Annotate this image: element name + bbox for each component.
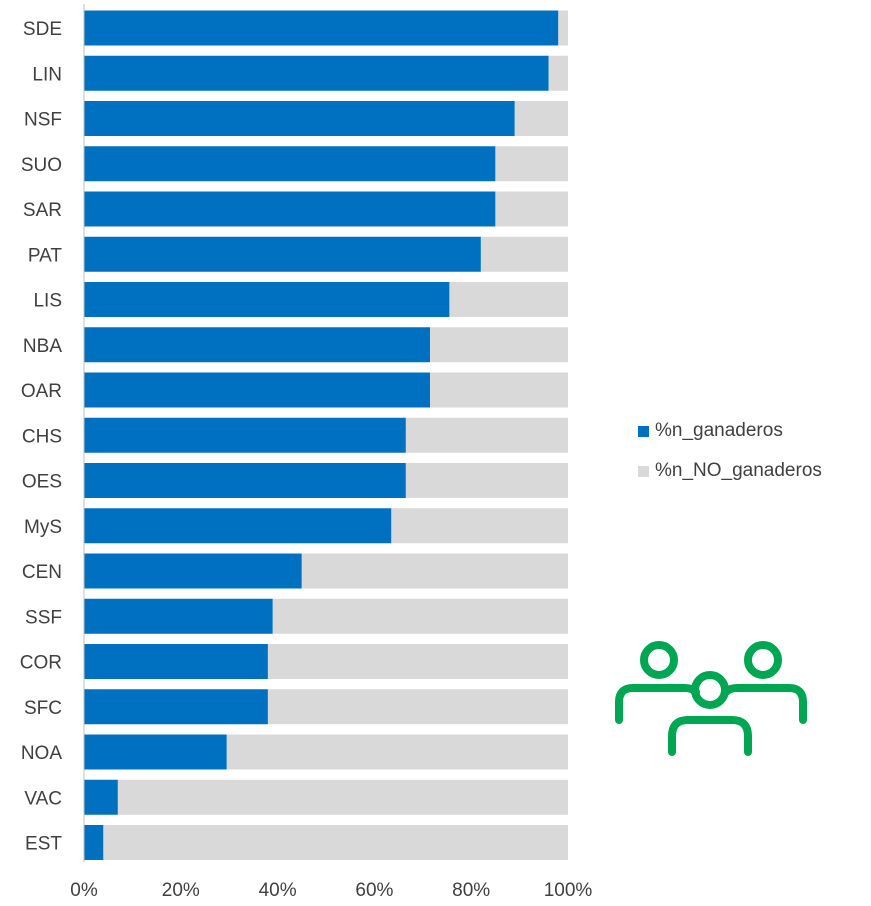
bar-lis-no-ganaderos	[449, 282, 568, 317]
bar-vac-ganaderos	[84, 779, 118, 815]
bar-ssf-ganaderos	[84, 598, 273, 634]
bar-sar-ganaderos	[84, 191, 496, 227]
x-tick-label: 20%	[162, 880, 200, 901]
y-tick-label: COR	[20, 653, 62, 674]
bar-cor-no-ganaderos	[267, 644, 568, 679]
y-tick-label: OAR	[21, 381, 62, 402]
bar-suo-ganaderos	[84, 146, 496, 182]
bar-ssf-no-ganaderos	[272, 598, 568, 634]
bar-sfc-no-ganaderos	[267, 689, 568, 725]
bar-sar-no-ganaderos	[495, 191, 568, 227]
legend-swatch-no-ganaderos	[638, 465, 649, 477]
y-tick-label: SDE	[23, 19, 62, 40]
legend-label-no-ganaderos: %n_NO_ganaderos	[655, 460, 822, 481]
legend-swatch-ganaderos	[638, 425, 649, 437]
y-tick-label: SUO	[21, 155, 62, 176]
y-tick-label: NOA	[21, 743, 63, 764]
bar-nsf-ganaderos	[84, 101, 515, 136]
bar-pat-ganaderos	[84, 236, 481, 272]
bar-cen-no-ganaderos	[301, 553, 568, 589]
y-tick-label: CHS	[22, 426, 62, 447]
x-tick-label: 60%	[355, 880, 393, 901]
x-tick-label: 0%	[70, 880, 98, 901]
y-tick-label: LIN	[32, 64, 62, 85]
y-tick-label: OES	[22, 472, 62, 493]
legend-item-no-ganaderos: %n_NO_ganaderos	[638, 458, 822, 484]
bar-pat-no-ganaderos	[480, 236, 568, 272]
bar-lis-ganaderos	[84, 282, 450, 317]
bar-lin-ganaderos	[84, 55, 549, 91]
bar-sde-ganaderos	[84, 10, 559, 46]
legend-label-ganaderos: %n_ganaderos	[655, 420, 783, 441]
bar-lin-no-ganaderos	[548, 55, 568, 91]
bar-chs-ganaderos	[84, 417, 406, 453]
bar-est-ganaderos	[84, 825, 104, 860]
bar-mys-ganaderos	[84, 508, 392, 544]
bar-sde-no-ganaderos	[558, 10, 568, 46]
bar-oar-ganaderos	[84, 372, 431, 408]
y-tick-label: NSF	[24, 110, 62, 131]
bar-nba-ganaderos	[84, 327, 431, 363]
bar-oes-no-ganaderos	[405, 463, 568, 498]
bar-chs-no-ganaderos	[405, 417, 568, 453]
x-tick-label: 40%	[259, 880, 297, 901]
y-tick-label: EST	[25, 834, 62, 855]
bar-vac-no-ganaderos	[117, 779, 568, 815]
bar-oes-ganaderos	[84, 463, 406, 498]
bar-sfc-ganaderos	[84, 689, 268, 725]
y-tick-label: SFC	[24, 698, 62, 719]
bar-suo-no-ganaderos	[495, 146, 568, 182]
x-tick-label: 100%	[544, 880, 593, 901]
bar-est-no-ganaderos	[103, 825, 569, 860]
bar-cen-ganaderos	[84, 553, 302, 589]
x-tick-label: 80%	[452, 880, 490, 901]
bar-cor-ganaderos	[84, 644, 268, 679]
y-tick-label: SSF	[25, 607, 62, 628]
bar-nba-no-ganaderos	[430, 327, 568, 363]
legend-item-ganaderos: %n_ganaderos	[638, 418, 822, 444]
people-group-icon	[615, 641, 807, 756]
y-tick-label: NBA	[23, 336, 62, 357]
y-tick-label: SAR	[23, 200, 62, 221]
y-tick-label: CEN	[22, 562, 62, 583]
bar-noa-no-ganaderos	[226, 734, 568, 770]
bar-noa-ganaderos	[84, 734, 227, 770]
bars-group	[84, 10, 569, 860]
bar-oar-no-ganaderos	[430, 372, 568, 408]
bar-mys-no-ganaderos	[391, 508, 568, 544]
x-axis-ticks: 0% 20% 40% 60% 80% 100%	[70, 880, 592, 901]
y-tick-label: VAC	[24, 788, 62, 809]
legend: %n_ganaderos %n_NO_ganaderos	[638, 418, 822, 498]
y-tick-label: MyS	[24, 517, 62, 538]
y-tick-label: PAT	[28, 245, 63, 266]
y-axis-labels: SDE LIN NSF SUO SAR PAT LIS NBA OAR CHS OES MyS CEN S…	[20, 19, 63, 855]
bar-nsf-no-ganaderos	[514, 101, 568, 136]
y-tick-label: LIS	[33, 291, 62, 312]
